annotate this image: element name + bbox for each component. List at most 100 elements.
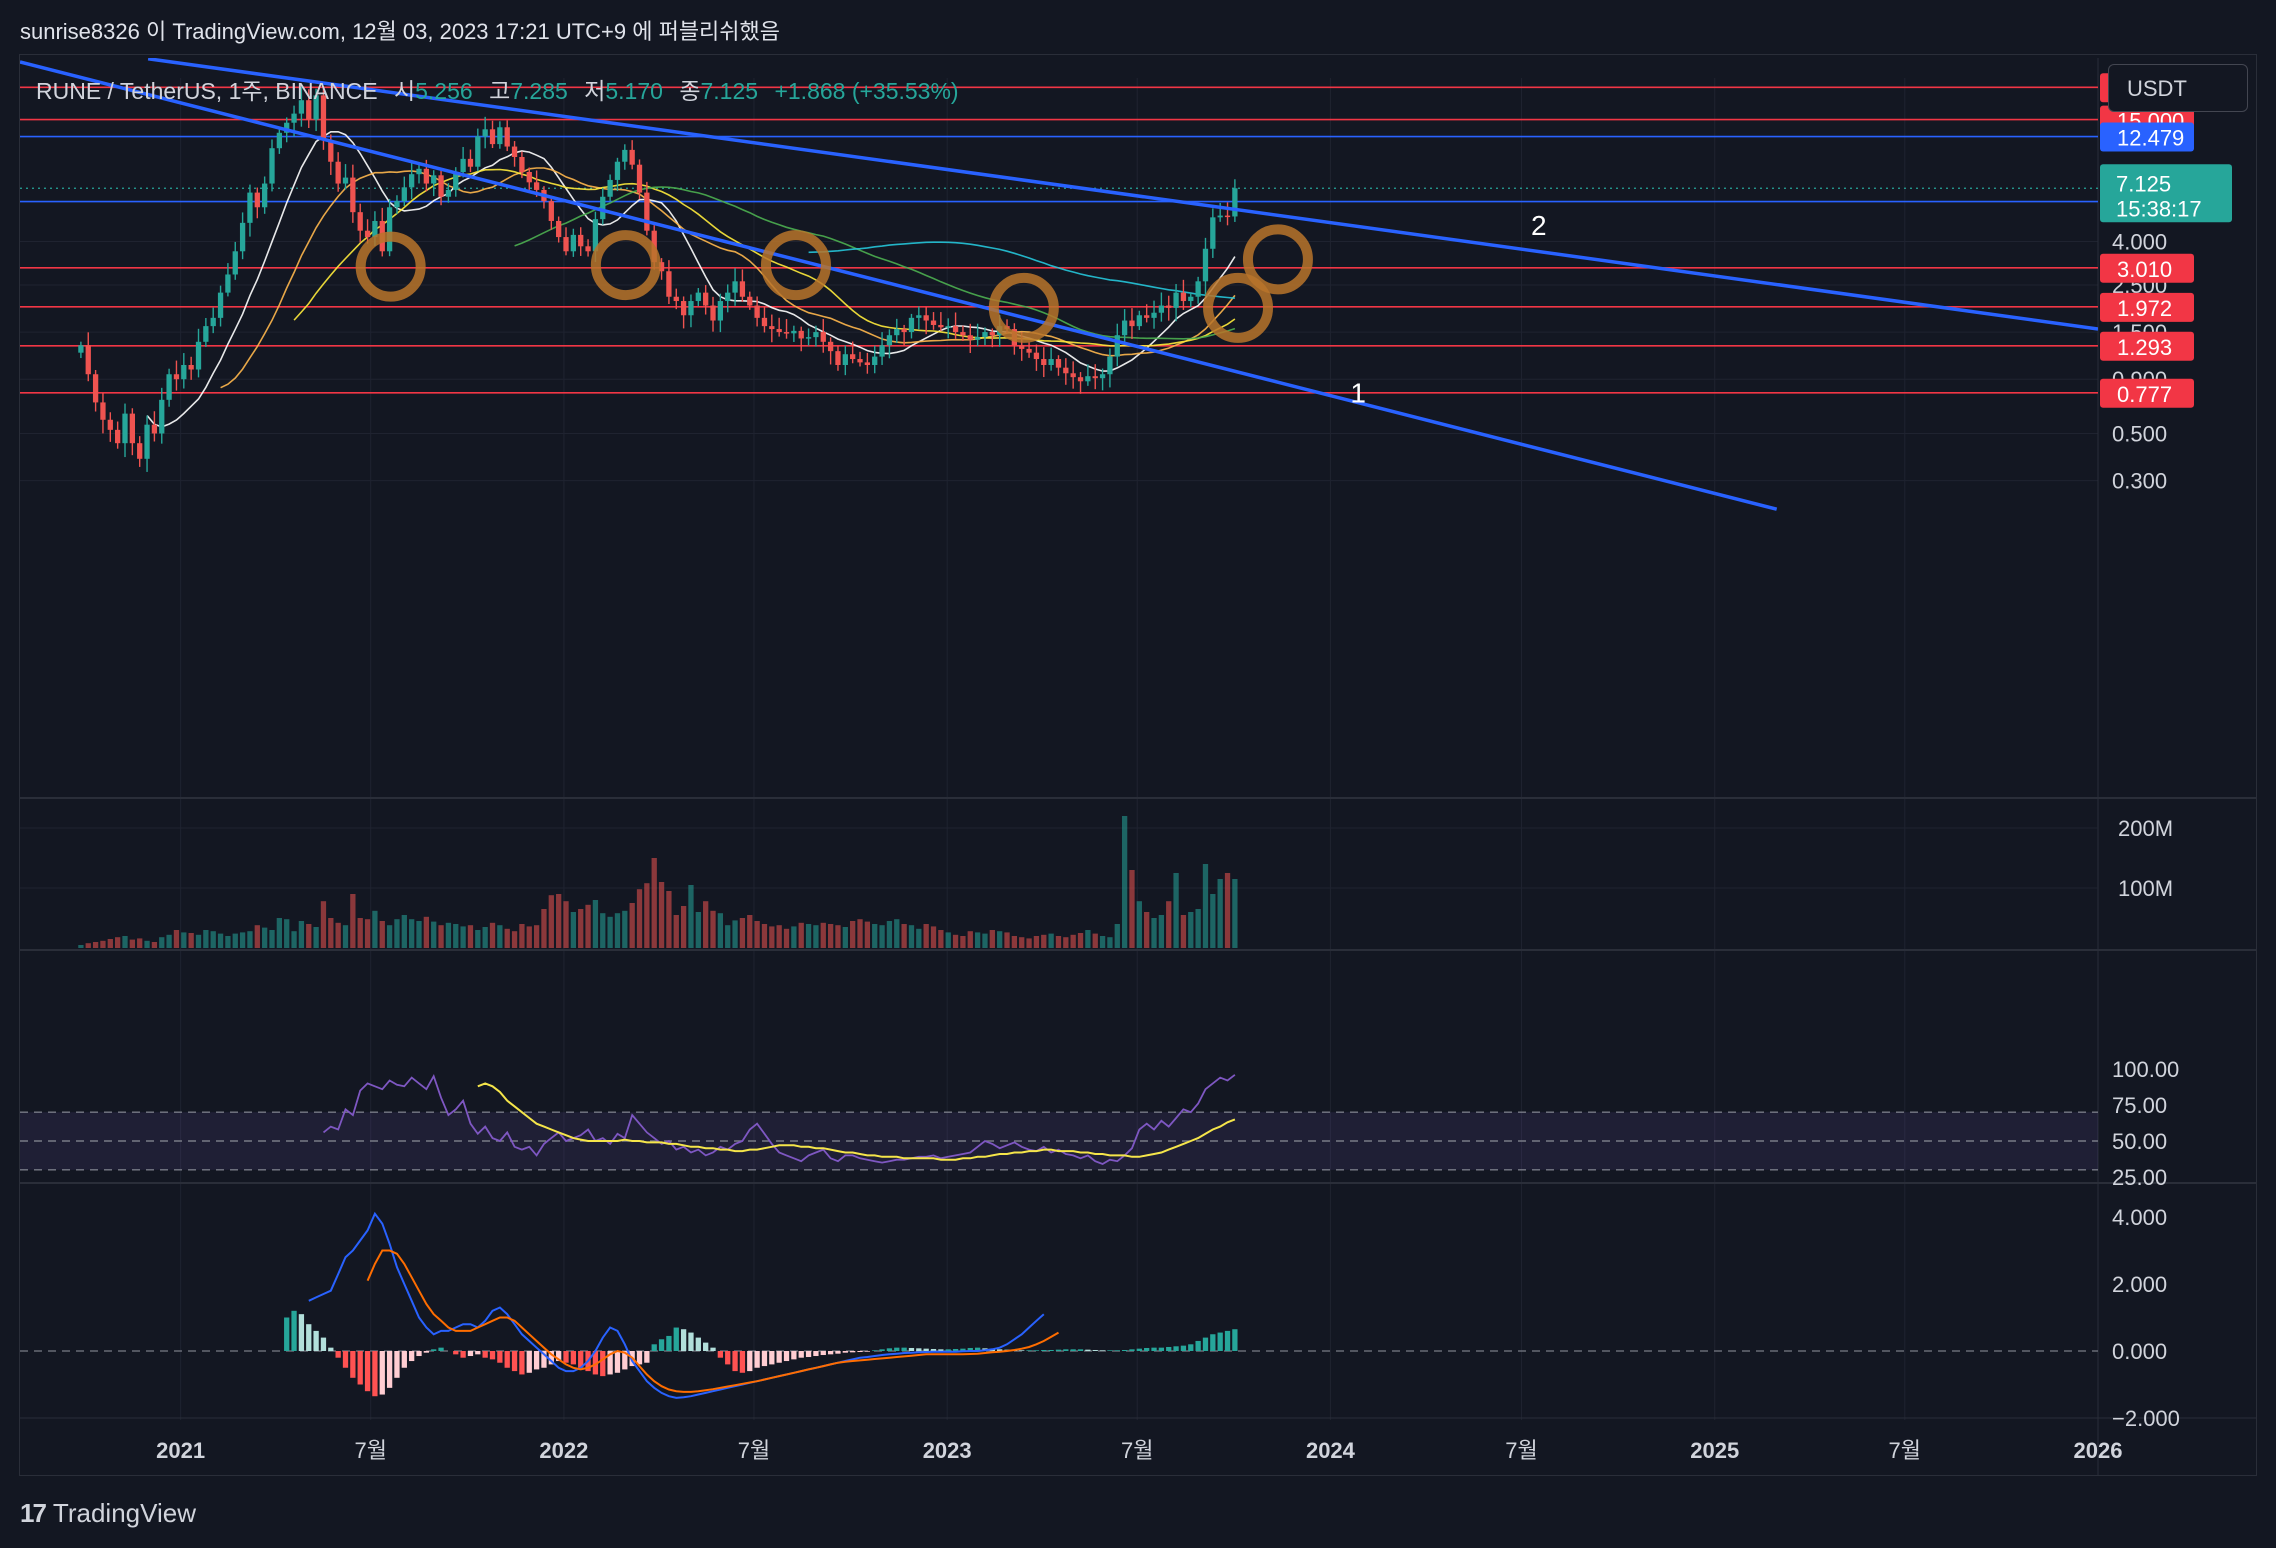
volume-bar bbox=[254, 925, 260, 948]
volume-bar bbox=[879, 925, 885, 948]
candle-body bbox=[805, 337, 812, 339]
volume-bar bbox=[989, 930, 995, 948]
macd-tick-label: 0.000 bbox=[2112, 1339, 2167, 1364]
macd-histogram-bar bbox=[1063, 1349, 1069, 1351]
volume-bar bbox=[857, 919, 863, 948]
candle-body bbox=[1041, 359, 1047, 365]
macd-histogram-bar bbox=[842, 1351, 848, 1353]
candle-body bbox=[1099, 374, 1106, 379]
candle-body bbox=[857, 359, 863, 363]
macd-histogram-bar bbox=[364, 1351, 371, 1392]
volume-bar bbox=[159, 937, 165, 948]
macd-histogram-bar bbox=[453, 1351, 459, 1355]
macd-histogram-bar bbox=[291, 1310, 297, 1351]
volume-bar bbox=[886, 921, 893, 948]
horizontal-levels[interactable] bbox=[20, 86, 2098, 394]
x-tick-label: 2024 bbox=[1306, 1438, 1356, 1463]
volume-bar bbox=[974, 932, 981, 948]
candle-body bbox=[556, 220, 562, 238]
moving-average-line bbox=[514, 186, 1236, 340]
macd-histogram-bar bbox=[805, 1351, 812, 1358]
symbol-pair: RUNE / TetherUS, 1주, BINANCE bbox=[36, 78, 378, 104]
macd-histogram-bar bbox=[1055, 1349, 1062, 1351]
macd-histogram-bar bbox=[570, 1351, 577, 1365]
x-tick-label: 7월 bbox=[354, 1438, 386, 1463]
support-circle bbox=[355, 231, 426, 302]
grid-lines bbox=[20, 58, 2256, 1475]
macd-histogram-bar bbox=[1202, 1337, 1209, 1351]
macd-histogram-bar bbox=[1033, 1350, 1040, 1351]
macd-histogram-bar bbox=[644, 1351, 650, 1363]
candle-body bbox=[1085, 376, 1091, 382]
macd-histogram-bar bbox=[1121, 1349, 1128, 1351]
volume-bar bbox=[1195, 909, 1201, 948]
candle-body bbox=[629, 149, 635, 165]
trendlines[interactable]: 12 bbox=[20, 58, 2098, 511]
rsi-tick-label: 25.00 bbox=[2112, 1165, 2167, 1190]
support-circle bbox=[1242, 224, 1313, 295]
x-tick-label: 2025 bbox=[1690, 1438, 1739, 1463]
currency-button[interactable]: USDT bbox=[2108, 64, 2248, 112]
open-value: 5.256 bbox=[415, 78, 473, 104]
candle-body bbox=[791, 330, 797, 334]
x-tick-label: 7월 bbox=[1121, 1438, 1153, 1463]
volume-bar bbox=[636, 889, 643, 948]
candle-body bbox=[827, 341, 834, 352]
macd-histogram-bar bbox=[710, 1347, 716, 1351]
price-tick-label: 4.000 bbox=[2112, 230, 2167, 255]
macd-histogram-bar bbox=[306, 1324, 312, 1351]
candle-body bbox=[798, 330, 804, 339]
candle-body bbox=[695, 292, 701, 302]
candle-body bbox=[864, 362, 871, 365]
macd-histogram-bar bbox=[1107, 1350, 1113, 1351]
candle-body bbox=[1217, 215, 1223, 218]
volume-bar bbox=[497, 925, 503, 948]
candle-body bbox=[1055, 359, 1062, 368]
candle-body bbox=[306, 100, 312, 120]
volume-bar bbox=[320, 901, 327, 948]
candle-body bbox=[313, 95, 319, 120]
candle-body bbox=[475, 136, 481, 167]
candle-body bbox=[1077, 377, 1084, 382]
volume-bar bbox=[622, 910, 628, 948]
volume-bar bbox=[835, 925, 841, 948]
candle-body bbox=[1063, 367, 1069, 374]
macd-histogram-bar bbox=[357, 1351, 363, 1385]
tradingview-logo[interactable]: 17 TradingView bbox=[20, 1498, 196, 1529]
candle-body bbox=[982, 332, 988, 338]
macd-histogram-bar bbox=[1224, 1330, 1231, 1351]
volume-bar bbox=[423, 916, 430, 948]
macd-histogram-bar bbox=[967, 1347, 973, 1351]
last-price-tag bbox=[2100, 164, 2232, 223]
volume-bar bbox=[335, 922, 341, 948]
candle-body bbox=[467, 158, 474, 167]
volume-bar bbox=[872, 924, 878, 948]
macd-histogram-bar bbox=[511, 1351, 518, 1372]
volume-bar bbox=[262, 927, 268, 948]
candle-body bbox=[1070, 373, 1076, 378]
candle-body bbox=[107, 419, 113, 430]
volume-bar bbox=[570, 912, 577, 948]
volume-bars bbox=[78, 816, 1238, 948]
candle-body bbox=[783, 332, 790, 334]
volume-bar bbox=[600, 913, 606, 948]
volume-bar bbox=[409, 919, 415, 948]
macd-histogram-bar bbox=[1026, 1350, 1032, 1351]
candle-body bbox=[497, 127, 503, 145]
volume-bar bbox=[350, 894, 356, 948]
candle-body bbox=[548, 201, 554, 221]
candle-body bbox=[901, 329, 907, 333]
volume-bar bbox=[1173, 873, 1179, 948]
candle-body bbox=[945, 326, 951, 328]
volume-bar bbox=[1048, 933, 1054, 948]
candle-body bbox=[438, 175, 444, 197]
candle-body bbox=[1151, 312, 1157, 318]
volume-bar bbox=[107, 939, 113, 948]
trendline bbox=[20, 60, 1778, 511]
macd-histogram-bar bbox=[533, 1351, 540, 1370]
macd-histogram-bar bbox=[431, 1349, 437, 1351]
candle-body bbox=[658, 262, 665, 272]
candle-body bbox=[262, 183, 268, 208]
trendline bbox=[147, 58, 2098, 331]
